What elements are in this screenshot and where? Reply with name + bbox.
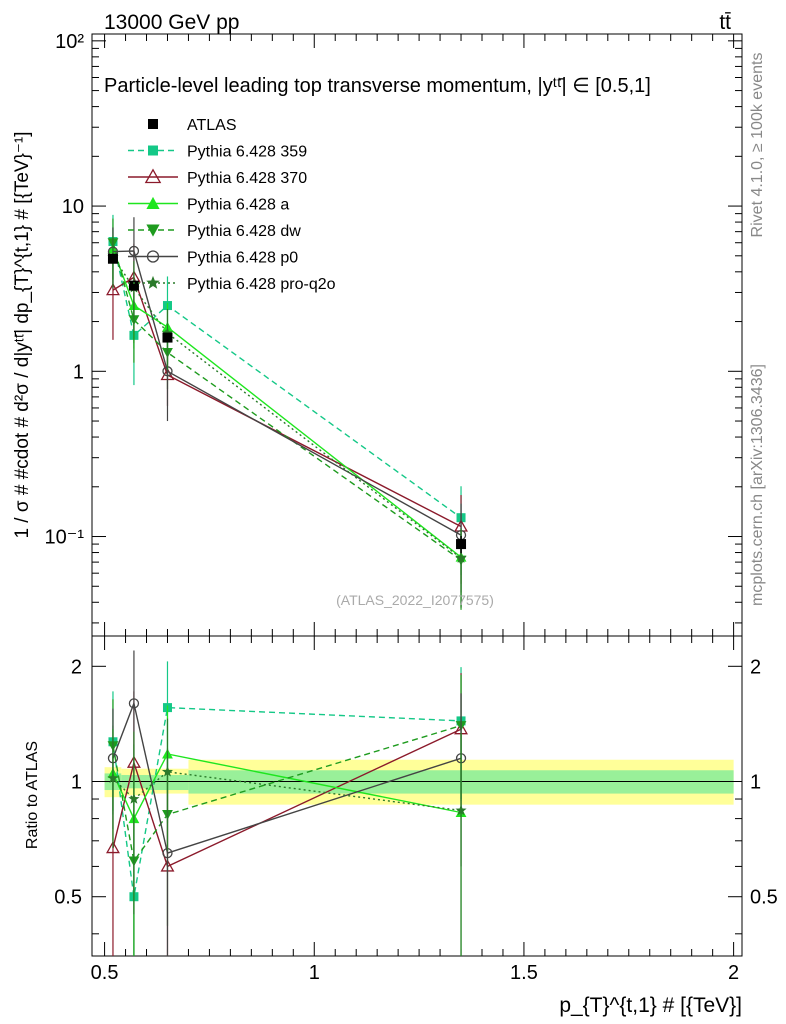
ratio-y-axis-label: Ratio to ATLAS — [24, 741, 41, 849]
legend-label: Pythia 6.428 370 — [187, 170, 307, 187]
legend-label: Pythia 6.428 pro-q2o — [187, 276, 336, 293]
ratio-tick-label-left: 2 — [71, 656, 82, 678]
ratio-point — [128, 698, 140, 709]
legend-marker — [146, 196, 160, 209]
legend-entry: Pythia 6.428 a — [128, 197, 289, 214]
ratio-tick-label-right: 1 — [750, 772, 761, 794]
legend-entry: ATLAS — [148, 117, 237, 134]
legend-marker — [146, 224, 160, 237]
ratio-line — [112, 771, 462, 812]
data-point — [107, 253, 118, 264]
ratio-line — [112, 724, 462, 863]
y-tick-label: 10⁻¹ — [45, 527, 85, 549]
ratio-panel: 0.5 0.5 1 1 2 2 0.5 1 1.5 2 — [54, 635, 778, 984]
rivet-label: Rivet 4.1.0, ≥ 100k events — [749, 53, 766, 238]
series-line — [112, 248, 462, 558]
ratio-tick-label-left: 0.5 — [54, 887, 82, 909]
ratio-tick-label-right: 0.5 — [750, 887, 778, 909]
legend-entry: Pythia 6.428 370 — [128, 168, 307, 187]
legend-label: Pythia 6.428 dw — [187, 223, 301, 240]
series-point — [455, 552, 467, 563]
series-line — [112, 276, 462, 528]
legend-marker — [148, 119, 158, 129]
ratio-line — [112, 706, 462, 897]
series-line — [112, 242, 462, 561]
ratio-tick-label-right: 2 — [750, 656, 761, 678]
legend-marker — [146, 275, 160, 289]
chart-title: Particle-level leading top transverse mo… — [104, 75, 651, 97]
ratio-tick-label-left: 1 — [71, 772, 82, 794]
legend: ATLAS Pythia 6.428 359 Pythia 6.428 370 Pyt… — [128, 117, 336, 293]
x-tick-label: 1.5 — [510, 962, 538, 984]
ratio-point — [107, 772, 119, 783]
legend-marker — [146, 250, 160, 263]
data-point — [128, 280, 139, 291]
legend-label: Pythia 6.428 a — [187, 197, 289, 214]
energy-label: 13000 GeV pp — [104, 11, 239, 34]
ratio-line — [112, 700, 462, 855]
ratio-point — [455, 804, 467, 816]
series-point — [128, 245, 140, 257]
ratio-point — [128, 793, 140, 804]
main-panel: 10⁻¹ 1 10 10² — [45, 31, 743, 637]
y-tick-label: 10² — [55, 31, 84, 53]
series-p0 — [107, 217, 467, 593]
series-atlas — [107, 253, 467, 554]
ratio-series-dw — [107, 674, 467, 956]
y-tick-label: 10 — [62, 196, 84, 218]
legend-label: ATLAS — [187, 117, 237, 134]
ratio-point — [106, 840, 120, 854]
ratio-series-proq2o — [107, 718, 467, 956]
legend-entry: Pythia 6.428 359 — [128, 144, 307, 161]
y-tick-label: 1 — [73, 361, 84, 383]
x-tick-label: 0.5 — [91, 962, 119, 984]
ratio-series-p359 — [108, 661, 466, 956]
legend-marker — [148, 145, 158, 156]
x-axis-label: p_{T}^{t,1} # [{TeV}] — [559, 994, 742, 1017]
legend-entry: Pythia 6.428 pro-q2o — [128, 275, 336, 293]
legend-label: Pythia 6.428 p0 — [187, 250, 298, 267]
legend-entry: Pythia 6.428 p0 — [128, 250, 298, 267]
data-point — [456, 539, 467, 550]
x-tick-label: 2 — [728, 962, 739, 984]
series-line — [112, 241, 462, 519]
series-p370 — [106, 243, 468, 584]
analysis-watermark: (ATLAS_2022_I2077575) — [336, 592, 494, 608]
legend-marker — [144, 168, 162, 184]
data-point — [162, 332, 173, 343]
y-axis-label: 1 / σ # #cdot # d²σ / d|yᵗᵗ̄| dp_{T}^{t,… — [12, 131, 33, 538]
source-label: mcplots.cern.ch [arXiv:1306.3436] — [749, 364, 766, 606]
series-point — [106, 282, 120, 296]
legend-entry: Pythia 6.428 dw — [128, 223, 301, 240]
series-line — [112, 256, 462, 559]
x-tick-label: 1 — [309, 962, 320, 984]
process-label: tt̄ — [719, 11, 731, 34]
ratio-point — [161, 765, 174, 777]
legend-label: Pythia 6.428 359 — [187, 144, 307, 161]
series-line — [112, 250, 462, 536]
ratio-frame — [91, 635, 743, 957]
